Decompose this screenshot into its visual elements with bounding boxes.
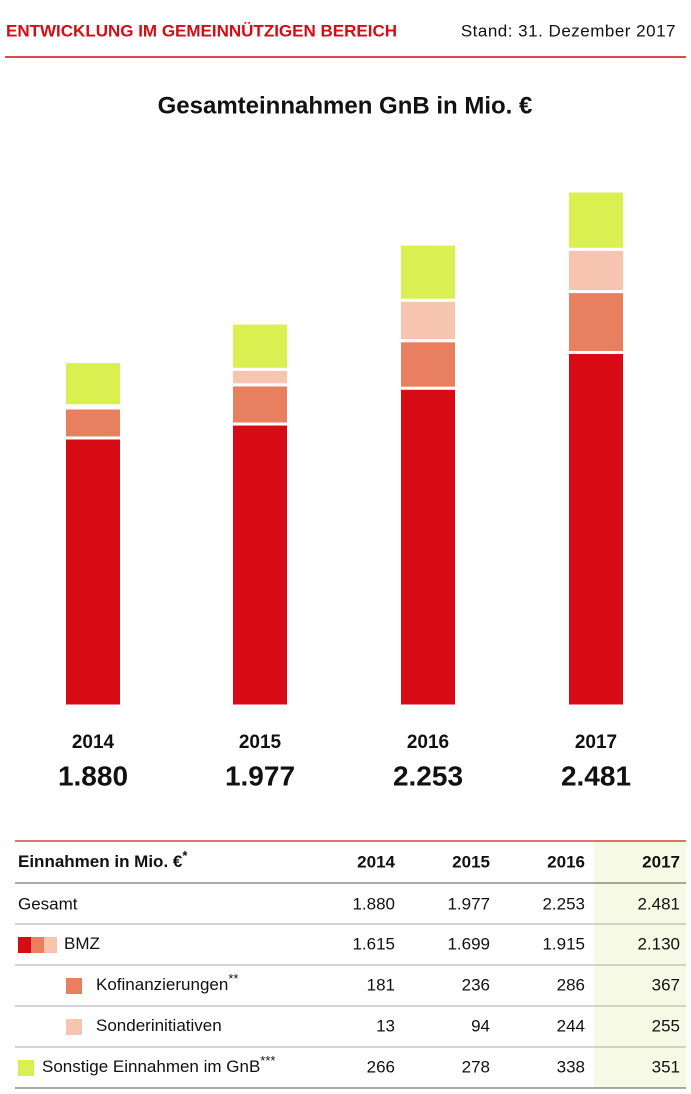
cell: 244 — [557, 1016, 585, 1035]
bar-segment — [63, 360, 123, 408]
row-label: Sonstige Einnahmen im GnB*** — [42, 1053, 275, 1076]
bar-segment — [230, 321, 290, 371]
bar-segment — [63, 406, 123, 440]
x-tick-label: 2016 — [407, 732, 449, 753]
footnote-mark: *** — [260, 1053, 275, 1068]
footnote-mark: ** — [228, 971, 238, 986]
header-title: ENTWICKLUNG IM GEMEINNÜTZIGEN BEREICH — [6, 21, 397, 40]
bar-segment — [398, 242, 458, 302]
cell: 255 — [652, 1016, 680, 1035]
cell: 1.915 — [542, 934, 585, 953]
x-tick-label: 2015 — [239, 732, 282, 753]
legend-swatch — [44, 937, 57, 953]
row-label: Kofinanzierungen** — [96, 971, 238, 994]
label-text: Kofinanzierungen — [96, 975, 228, 994]
bar-segment — [398, 386, 458, 708]
cell: 1.699 — [447, 934, 490, 953]
cell: 236 — [462, 975, 490, 994]
bar-segment — [230, 367, 290, 387]
total-label: 2.481 — [561, 760, 631, 791]
cell: 13 — [376, 1016, 395, 1035]
label-text: Sonstige Einnahmen im GnB — [42, 1057, 260, 1076]
table-header-year: 2015 — [452, 852, 490, 871]
cell: 286 — [557, 975, 585, 994]
total-label: 1.977 — [225, 760, 295, 791]
row-label: Gesamt — [18, 894, 78, 913]
total-label: 1.880 — [58, 760, 128, 791]
cell: 2.481 — [637, 894, 680, 913]
bar-segment — [230, 383, 290, 426]
label-text: Sonderinitiativen — [96, 1016, 222, 1035]
cell: 1.977 — [447, 894, 490, 913]
bar-segment — [566, 247, 626, 294]
bar-segment — [566, 350, 626, 708]
legend-swatch — [18, 1060, 34, 1076]
x-tick-label: 2017 — [575, 732, 617, 753]
row-label: Sonderinitiativen — [96, 1016, 222, 1035]
bar-segment — [230, 422, 290, 708]
cell: 181 — [367, 975, 395, 994]
cell: 2.130 — [637, 934, 680, 953]
legend-swatch — [18, 937, 31, 953]
cell: 351 — [652, 1057, 680, 1076]
cell: 94 — [471, 1016, 490, 1035]
legend-swatch — [66, 1019, 82, 1035]
table-header-year: 2016 — [547, 852, 585, 871]
bar-segment — [63, 436, 123, 708]
cell: 266 — [367, 1057, 395, 1076]
header-date: Stand: 31. Dezember 2017 — [461, 21, 676, 40]
footnote-mark: * — [182, 848, 188, 863]
x-tick-label: 2014 — [72, 732, 115, 753]
legend-swatch — [31, 937, 44, 953]
bar-segment — [566, 290, 626, 354]
bar-segment — [398, 339, 458, 390]
label-text: BMZ — [64, 934, 100, 953]
cell: 2.253 — [542, 894, 585, 913]
cell: 1.615 — [352, 934, 395, 953]
cell: 338 — [557, 1057, 585, 1076]
total-label: 2.253 — [393, 760, 463, 791]
cell: 278 — [462, 1057, 490, 1076]
cell: 1.880 — [352, 894, 395, 913]
table-header-year: 2014 — [357, 852, 395, 871]
chart-title: Gesamteinnahmen GnB in Mio. € — [158, 92, 533, 119]
cell: 367 — [652, 975, 680, 994]
label-text: Einnahmen in Mio. € — [18, 852, 183, 871]
bar-segment — [398, 298, 458, 343]
table-header-label: Einnahmen in Mio. €* — [18, 848, 188, 871]
bar-segment — [566, 189, 626, 251]
table-header-year: 2017 — [642, 852, 680, 871]
legend-swatch — [66, 978, 82, 994]
row-label: BMZ — [64, 934, 100, 953]
